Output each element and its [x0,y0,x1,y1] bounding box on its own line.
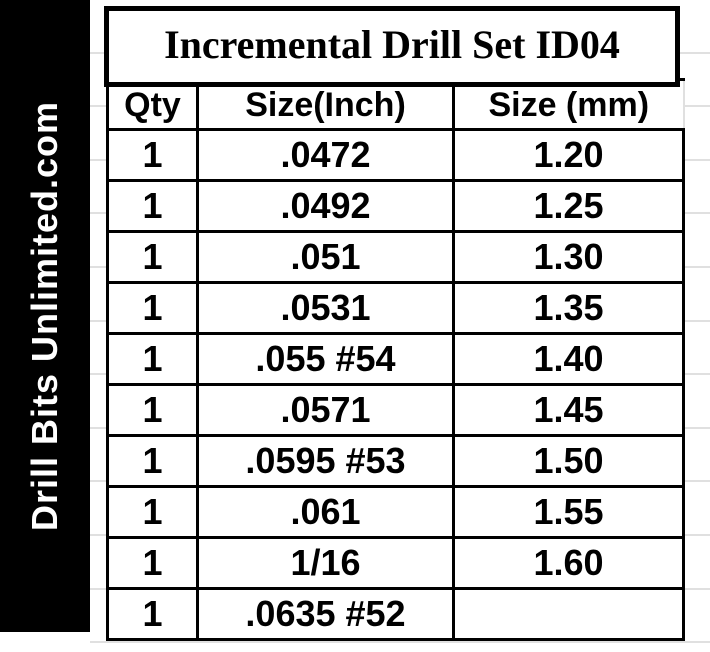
table-row: 1 .0472 1.20 [108,130,684,181]
cell-qty: 1 [108,589,198,640]
drill-size-table: Qty Size(Inch) Size (mm) 1 .0472 1.20 1 … [106,78,685,641]
cell-inch: .0595 #53 [198,436,454,487]
cell-mm: 1.20 [454,130,684,181]
table-row: 1 .061 1.55 [108,487,684,538]
table-row: 1 .051 1.30 [108,232,684,283]
brand-text: Drill Bits Unlimited.com [24,101,66,531]
cell-mm: 1.55 [454,487,684,538]
cell-inch: .055 #54 [198,334,454,385]
cell-inch: .0492 [198,181,454,232]
cell-mm: 1.40 [454,334,684,385]
cell-qty: 1 [108,436,198,487]
table-row: 1 .0635 #52 [108,589,684,640]
column-header-inch: Size(Inch) [198,80,454,130]
cell-inch: .0472 [198,130,454,181]
cell-mm [454,589,684,640]
cell-inch: .0635 #52 [198,589,454,640]
main-area: Incremental Drill Set ID04 Qty Size(Inch… [90,0,710,652]
brand-sidebar: Drill Bits Unlimited.com [0,0,90,632]
cell-mm: 1.60 [454,538,684,589]
cell-qty: 1 [108,181,198,232]
cell-qty: 1 [108,334,198,385]
table-row: 1 1/16 1.60 [108,538,684,589]
cell-mm: 1.35 [454,283,684,334]
cell-qty: 1 [108,283,198,334]
cell-inch: .0571 [198,385,454,436]
cell-inch: .061 [198,487,454,538]
cell-mm: 1.30 [454,232,684,283]
cell-inch: 1/16 [198,538,454,589]
cell-qty: 1 [108,385,198,436]
cell-inch: .051 [198,232,454,283]
column-header-mm: Size (mm) [454,80,684,130]
cell-mm: 1.25 [454,181,684,232]
cell-mm: 1.45 [454,385,684,436]
table-row: 1 .0595 #53 1.50 [108,436,684,487]
cell-qty: 1 [108,487,198,538]
cell-inch: .0531 [198,283,454,334]
title-text: Incremental Drill Set ID04 [164,22,620,67]
cell-mm: 1.50 [454,436,684,487]
page-container: Drill Bits Unlimited.com Incremental Dri… [0,0,710,652]
title-box: Incremental Drill Set ID04 [104,6,680,87]
column-header-qty: Qty [108,80,198,130]
cell-qty: 1 [108,538,198,589]
table-row: 1 .055 #54 1.40 [108,334,684,385]
table-row: 1 .0571 1.45 [108,385,684,436]
table-header-row: Qty Size(Inch) Size (mm) [108,80,684,130]
cell-qty: 1 [108,130,198,181]
table-row: 1 .0531 1.35 [108,283,684,334]
table-row: 1 .0492 1.25 [108,181,684,232]
table-body: 1 .0472 1.20 1 .0492 1.25 1 .051 1.30 1 … [108,130,684,640]
cell-qty: 1 [108,232,198,283]
